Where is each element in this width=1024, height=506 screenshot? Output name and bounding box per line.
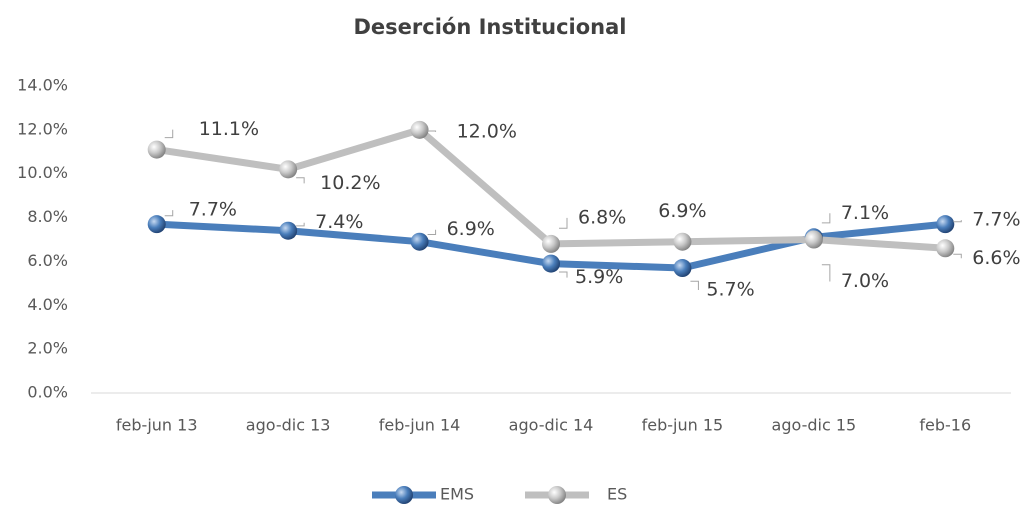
leader-line bbox=[427, 130, 437, 132]
data-label: 6.9% bbox=[447, 218, 495, 240]
x-tick-label: feb-jun 15 bbox=[642, 416, 724, 435]
data-label: 7.1% bbox=[841, 202, 889, 224]
legend-marker bbox=[548, 486, 566, 504]
data-label: 12.0% bbox=[457, 120, 517, 142]
leader-line bbox=[821, 264, 831, 282]
point-marker bbox=[410, 232, 429, 251]
x-tick-label: ago-dic 14 bbox=[509, 416, 594, 435]
x-tick-label: feb-16 bbox=[919, 416, 971, 435]
legend-label: ES bbox=[607, 485, 627, 504]
leader-line bbox=[296, 177, 305, 184]
y-tick-label: 14.0% bbox=[17, 76, 68, 95]
leader-line bbox=[821, 213, 831, 224]
leader-line bbox=[164, 129, 174, 139]
y-tick-label: 8.0% bbox=[27, 207, 68, 226]
leader-line bbox=[953, 253, 962, 259]
point-marker bbox=[279, 160, 298, 179]
data-label: 11.1% bbox=[199, 118, 259, 140]
data-label: 6.9% bbox=[658, 200, 706, 222]
leader-line bbox=[164, 210, 174, 217]
point-marker bbox=[279, 221, 298, 240]
data-label: 6.6% bbox=[972, 247, 1020, 269]
data-label: 6.8% bbox=[578, 206, 626, 228]
point-marker bbox=[542, 234, 560, 253]
data-label: 7.0% bbox=[841, 270, 889, 292]
x-tick-label: ago-dic 15 bbox=[772, 416, 857, 435]
data-label: 7.4% bbox=[315, 211, 363, 233]
data-label: 7.7% bbox=[189, 199, 237, 221]
x-tick-label: feb-jun 13 bbox=[116, 416, 198, 435]
legend-label: EMS bbox=[440, 485, 474, 504]
data-label: 7.7% bbox=[972, 209, 1020, 231]
y-tick-label: 6.0% bbox=[27, 251, 68, 270]
leader-line bbox=[559, 217, 568, 229]
point-marker bbox=[147, 140, 166, 159]
chart-title: Deserción Institucional bbox=[354, 15, 627, 39]
point-marker bbox=[542, 254, 560, 273]
point-marker bbox=[673, 232, 692, 251]
x-tick-label: ago-dic 13 bbox=[246, 416, 331, 435]
data-label: 5.9% bbox=[575, 266, 623, 288]
point-marker bbox=[673, 259, 692, 278]
legend-marker bbox=[395, 486, 413, 504]
leader-line bbox=[296, 222, 305, 227]
y-tick-label: 0.0% bbox=[27, 383, 68, 402]
leader-line bbox=[953, 220, 962, 223]
y-tick-label: 2.0% bbox=[27, 339, 68, 358]
data-label: 5.7% bbox=[706, 279, 754, 301]
data-label: 10.2% bbox=[320, 172, 380, 194]
leader-line bbox=[690, 280, 699, 291]
y-tick-label: 12.0% bbox=[17, 119, 68, 138]
point-marker bbox=[147, 215, 166, 234]
x-tick-label: feb-jun 14 bbox=[379, 416, 461, 435]
leader-line bbox=[559, 271, 568, 278]
point-marker bbox=[410, 120, 429, 139]
point-marker bbox=[804, 230, 823, 249]
point-marker bbox=[936, 239, 955, 258]
leader-line bbox=[427, 229, 437, 235]
point-marker bbox=[936, 215, 955, 234]
y-tick-label: 10.0% bbox=[17, 163, 68, 182]
y-tick-label: 4.0% bbox=[27, 295, 68, 314]
